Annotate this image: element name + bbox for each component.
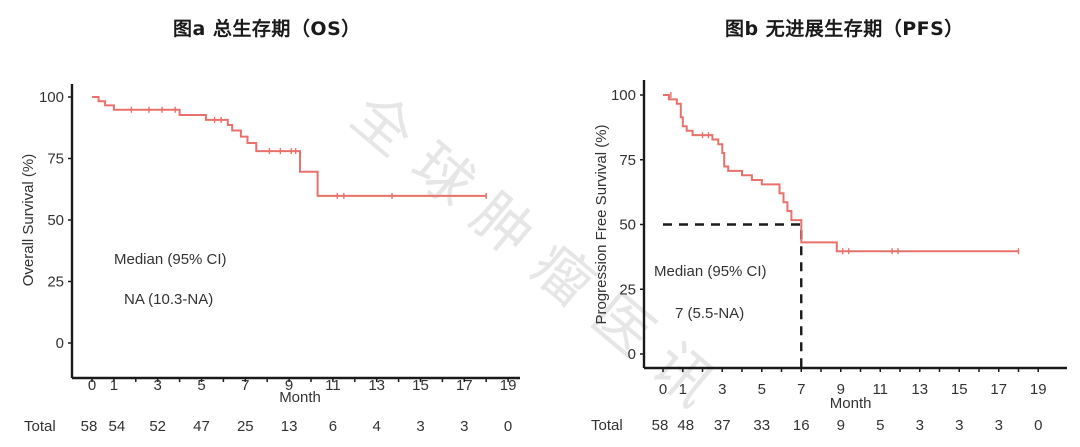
risk-table-count: 3 xyxy=(955,417,963,434)
x-tick-label: 19 xyxy=(1030,381,1047,398)
x-tick-label: 15 xyxy=(412,377,429,394)
risk-table-count: 0 xyxy=(504,418,512,435)
x-tick-label: 17 xyxy=(456,377,473,394)
median-value: NA (10.3-NA) xyxy=(124,291,213,308)
risk-table-count: 58 xyxy=(81,418,98,435)
x-tick-label: 5 xyxy=(197,377,205,394)
y-tick-label: 0 xyxy=(628,346,636,363)
svg-text:球: 球 xyxy=(399,130,487,219)
svg-text:全: 全 xyxy=(339,80,427,169)
risk-table-count: 54 xyxy=(109,418,126,435)
y-axis-title: Overall Survival (%) xyxy=(20,154,37,287)
x-tick-label: 19 xyxy=(500,377,517,394)
chart-a-title: 图a 总生存期（OS） xyxy=(173,18,361,40)
risk-table-count: 52 xyxy=(149,418,166,435)
y-tick-label: 100 xyxy=(39,89,64,106)
x-tick-label: 0 xyxy=(659,381,667,398)
y-tick-label: 50 xyxy=(47,212,64,229)
svg-text:讯: 讯 xyxy=(639,330,727,419)
x-tick-label: 9 xyxy=(837,381,845,398)
risk-table-count: 37 xyxy=(714,417,731,434)
x-tick-label: 7 xyxy=(797,381,805,398)
x-tick-label: 9 xyxy=(285,377,293,394)
risk-table-count: 58 xyxy=(652,417,669,434)
risk-table-count: 6 xyxy=(329,418,337,435)
risk-table-count: 3 xyxy=(460,418,468,435)
risk-table-count: 3 xyxy=(416,418,424,435)
x-axis-title: Month xyxy=(279,389,321,406)
risk-table-count: 0 xyxy=(1034,417,1042,434)
y-tick-label: 75 xyxy=(47,151,64,168)
y-tick-label: 100 xyxy=(611,87,636,104)
x-tick-label: 13 xyxy=(911,381,928,398)
x-tick-label: 7 xyxy=(241,377,249,394)
risk-table-count: 4 xyxy=(373,418,381,435)
x-tick-label: 1 xyxy=(679,381,687,398)
risk-table-count: 16 xyxy=(793,417,810,434)
median-value: 7 (5.5-NA) xyxy=(675,305,744,322)
survival-curve xyxy=(663,94,1019,253)
risk-table-label: Total xyxy=(591,417,623,434)
x-tick-label: 1 xyxy=(110,377,118,394)
y-tick-label: 75 xyxy=(619,152,636,169)
y-tick-label: 25 xyxy=(619,281,636,298)
x-tick-label: 11 xyxy=(872,381,888,398)
x-tick-label: 15 xyxy=(951,381,968,398)
y-tick-label: 25 xyxy=(47,274,64,291)
x-tick-label: 3 xyxy=(718,381,726,398)
risk-table-count: 9 xyxy=(837,417,845,434)
svg-text:肿: 肿 xyxy=(459,180,547,269)
y-axis-title: Progression Free Survival (%) xyxy=(593,124,610,324)
median-label: Median (95% CI) xyxy=(654,263,767,280)
risk-table-count: 25 xyxy=(237,418,254,435)
median-label: Median (95% CI) xyxy=(114,251,227,268)
risk-table-count: 47 xyxy=(193,418,210,435)
x-tick-label: 17 xyxy=(990,381,1007,398)
y-tick-label: 50 xyxy=(619,217,636,234)
x-tick-label: 11 xyxy=(325,377,341,394)
x-tick-label: 3 xyxy=(154,377,162,394)
x-tick-label: 0 xyxy=(88,377,96,394)
risk-table-count: 5 xyxy=(876,417,884,434)
x-tick-label: 5 xyxy=(758,381,766,398)
risk-table-count: 3 xyxy=(995,417,1003,434)
x-tick-label: 13 xyxy=(368,377,385,394)
chart-b-title: 图b 无进展生存期（PFS） xyxy=(725,18,964,40)
risk-table-label: Total xyxy=(24,418,56,435)
x-axis-title: Month xyxy=(830,395,872,412)
survival-curve xyxy=(92,96,487,197)
risk-table-count: 3 xyxy=(916,417,924,434)
risk-table-count: 13 xyxy=(281,418,298,435)
y-tick-label: 0 xyxy=(56,335,64,352)
risk-table-count: 33 xyxy=(753,417,770,434)
risk-table-count: 48 xyxy=(677,417,694,434)
